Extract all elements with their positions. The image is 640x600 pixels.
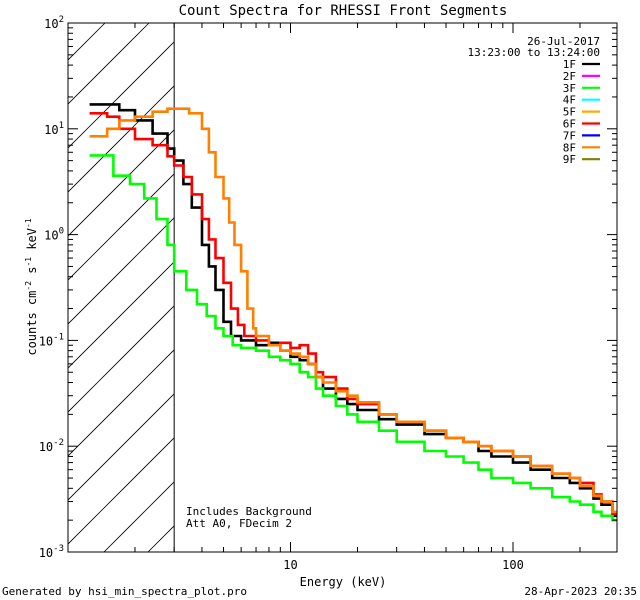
annotation-background: Includes Background (186, 505, 312, 518)
excluded-energy-hatch (0, 23, 640, 552)
series-line-1f (89, 103, 617, 518)
hatch-line (68, 437, 175, 545)
plot-frame (67, 22, 618, 553)
x-tick-label: 10 (283, 558, 297, 572)
legend-label-8f: 8F (563, 141, 576, 154)
date-label: 26-Jul-2017 (527, 35, 600, 48)
y-tick-label: 102 (44, 15, 64, 31)
hatch-line (68, 217, 175, 325)
y-tick-label: 10-1 (39, 332, 64, 348)
annotation-attenuator: Att A0, FDecim 2 (186, 517, 292, 530)
y-tick-label: 10-2 (39, 438, 64, 454)
x-tick-label: 100 (502, 558, 524, 572)
series-line-3f (89, 154, 617, 522)
series-line-8f (89, 107, 617, 514)
chart-title: Count Spectra for RHESSI Front Segments (179, 3, 508, 19)
x-axis-ticks: 10 100 (67, 23, 581, 572)
y-axis-label: counts cm-2 s-1 keV-1 (24, 218, 39, 355)
hatch-line (324, 23, 640, 552)
legend-label-7f: 7F (563, 129, 576, 142)
hatch-line (68, 23, 150, 105)
hatch-line (68, 393, 175, 501)
hatch-line (236, 23, 640, 552)
hatch-line (456, 23, 640, 552)
time-range-label: 13:23:00 to 13:24:00 (468, 46, 600, 59)
hatch-line (68, 85, 175, 193)
y-tick-label: 100 (44, 227, 64, 243)
hatch-line (412, 23, 640, 552)
legend-label-3f: 3F (563, 82, 576, 95)
y-tick-label: 101 (44, 121, 64, 137)
generated-by-label: Generated by hsi_min_spectra_plot.pro (2, 585, 247, 598)
series-layer (89, 103, 617, 522)
series-line-6f (89, 112, 617, 515)
hatch-line (68, 173, 175, 281)
legend-label-2f: 2F (563, 70, 576, 83)
hatch-line (68, 23, 106, 61)
y-axis-ticks: 10-3 10-2 10-1 100 101 102 (39, 15, 617, 560)
hatch-line (368, 23, 640, 552)
legend-label-6f: 6F (563, 118, 576, 131)
hatch-line (280, 23, 640, 552)
timestamp-label: 28-Apr-2023 20:35 (524, 585, 637, 598)
legend-label-4f: 4F (563, 94, 576, 107)
hatch-line (68, 305, 175, 413)
hatch-line (588, 23, 640, 552)
legend-label-9f: 9F (563, 153, 576, 166)
x-axis-label: Energy (keV) (300, 575, 387, 589)
hatch-line (68, 349, 175, 457)
hatch-line (68, 129, 175, 237)
legend-label-5f: 5F (563, 106, 576, 119)
hatch-line (632, 23, 640, 552)
hatch-line (0, 23, 17, 552)
legend-label-1f: 1F (563, 58, 576, 71)
y-tick-label: 10-3 (39, 544, 64, 560)
hatch-line (68, 41, 175, 149)
hatch-line (68, 261, 175, 369)
